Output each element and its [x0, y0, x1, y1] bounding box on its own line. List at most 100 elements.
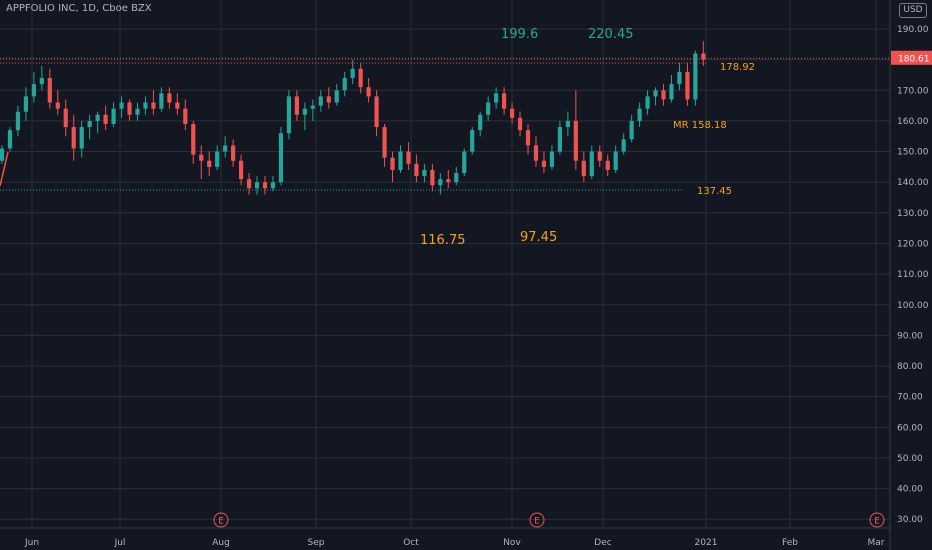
earnings-marker-label: E [534, 517, 540, 527]
candle-body [462, 151, 467, 174]
x-tick-label: Feb [782, 538, 798, 548]
candle-body [494, 93, 499, 103]
y-tick-label: 50.00 [897, 454, 923, 464]
candle-body [111, 108, 116, 124]
candle-body [406, 151, 411, 164]
candle-body [167, 93, 172, 103]
candle-body [278, 133, 284, 183]
annotation-label: 220.45 [588, 27, 634, 42]
candle-body [79, 127, 84, 149]
candle-body [31, 84, 36, 97]
annotation-label: 116.75 [420, 233, 466, 248]
candle-body [438, 179, 443, 186]
candle-body [549, 151, 555, 167]
candle-body [15, 111, 21, 131]
candle-body [119, 102, 124, 109]
y-tick-label: 30.00 [897, 515, 923, 525]
candle-body [629, 120, 634, 140]
candle-body [470, 130, 475, 152]
candle-body [270, 182, 276, 189]
x-tick-label: Oct [403, 538, 419, 548]
candle-body [183, 108, 188, 124]
candle-body [486, 102, 491, 115]
candle-body [374, 96, 379, 128]
candle-body [246, 179, 252, 189]
candle-body [509, 108, 515, 118]
candle-body [127, 102, 132, 115]
last-price-value: 180.61 [898, 54, 930, 64]
candle-body [637, 108, 642, 121]
candle-body [239, 160, 244, 180]
candle-body [135, 108, 140, 115]
candle-body [557, 127, 562, 152]
y-tick-label: 140.00 [897, 178, 929, 188]
trend-line [0, 151, 9, 187]
x-tick-label: Nov [503, 538, 521, 548]
candle-body [677, 71, 682, 85]
candle-body [0, 148, 5, 161]
candle-body [414, 163, 419, 177]
candle-body [533, 145, 539, 161]
candle-body [39, 78, 44, 85]
candle-body [597, 151, 602, 161]
annotation-label: 199.6 [501, 27, 538, 42]
symbol-title: APPFOLIO INC, 1D, Cboe BZX [6, 3, 152, 14]
x-tick-label: Jun [24, 538, 39, 548]
candle-body [207, 160, 212, 167]
y-tick-label: 40.00 [897, 485, 923, 495]
candle-body [565, 120, 570, 128]
candle-body [151, 102, 156, 109]
candle-body [366, 87, 371, 97]
candle-body [589, 151, 594, 177]
candle-body [215, 151, 220, 167]
candle-body [382, 127, 387, 158]
x-tick-label: Sep [308, 538, 325, 548]
candle-body [621, 139, 626, 152]
x-tick-label: Aug [212, 538, 230, 548]
resistance-label: 178.92 [720, 62, 755, 73]
candle-body [103, 114, 108, 124]
y-tick-label: 170.00 [897, 86, 929, 96]
earnings-marker-label: E [218, 517, 224, 527]
candle-body [159, 93, 164, 109]
y-tick-label: 120.00 [897, 239, 929, 249]
candle-body [525, 130, 531, 146]
candle-body [398, 151, 403, 170]
candle-body [645, 96, 650, 109]
candle-body [223, 145, 228, 152]
candle-body [294, 96, 299, 115]
x-tick-label: Mar [868, 538, 885, 548]
candle-body [23, 96, 29, 112]
last-price-tag [891, 50, 932, 65]
candle-body [669, 84, 674, 100]
candle-body [701, 53, 706, 60]
earnings-marker-label: E [874, 517, 880, 527]
candle-body [254, 182, 260, 189]
y-tick-label: 160.00 [897, 117, 929, 127]
y-tick-label: 70.00 [897, 393, 923, 403]
earnings-marker [213, 512, 229, 528]
candle-body [422, 169, 427, 177]
candle-body [334, 90, 339, 103]
candle-body [502, 93, 507, 109]
candle-body [286, 96, 292, 134]
y-tick-label: 80.00 [897, 362, 923, 372]
x-tick-label: Jul [114, 538, 126, 548]
candle-body [430, 169, 435, 186]
candle-body [661, 90, 666, 100]
candle-body [63, 108, 68, 128]
y-tick-label: 130.00 [897, 209, 929, 219]
candle-body [358, 68, 363, 88]
candle-body [517, 117, 523, 131]
candle-body [199, 154, 204, 161]
candle-body [454, 173, 459, 183]
support-label: 137.45 [697, 186, 732, 197]
x-tick-label: Dec [594, 538, 611, 548]
currency-button[interactable]: USD [899, 3, 927, 18]
x-tick-label: 2021 [695, 538, 718, 548]
candle-body [446, 179, 451, 183]
candle-body [693, 53, 698, 100]
candle-body [175, 102, 180, 109]
candle-body [390, 157, 395, 170]
